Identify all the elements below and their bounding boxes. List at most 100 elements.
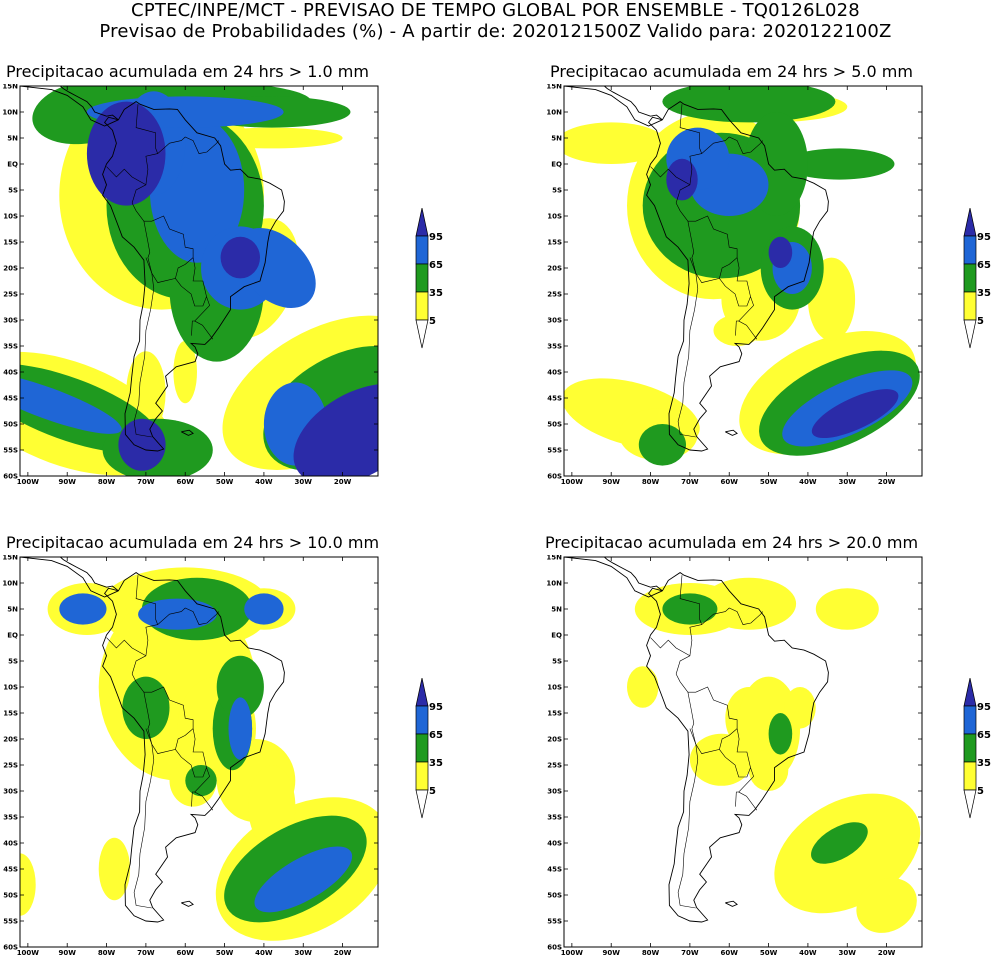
- country-border: [687, 692, 738, 754]
- lat-tick-label: 35S: [547, 343, 562, 351]
- coastline: [564, 557, 663, 598]
- legend-label: 95: [429, 702, 443, 713]
- legend-label: 65: [977, 730, 991, 741]
- lat-tick-label: 40S: [3, 369, 18, 377]
- country-border: [135, 575, 158, 625]
- probability-area: [293, 383, 378, 476]
- lat-tick-label: 5S: [8, 187, 18, 195]
- lat-tick-label: 5S: [552, 658, 562, 666]
- coastline: [20, 557, 119, 598]
- lat-tick-label: 35S: [547, 814, 562, 822]
- lat-tick-label: 15S: [3, 239, 18, 247]
- lat-tick-label: 55S: [547, 918, 562, 926]
- coastline: [646, 572, 829, 923]
- lat-tick-label: EQ: [7, 161, 18, 169]
- probability-area: [811, 822, 868, 864]
- legend-label: 65: [429, 730, 443, 741]
- country-border: [679, 575, 702, 625]
- lon-tick-label: 80W: [642, 478, 660, 484]
- lat-tick-label: 10N: [546, 580, 562, 588]
- country-border: [675, 136, 763, 204]
- map-panel-1: 15N 10N 5N EQ 5S 10S 15S 20S 25S 30S 35S 40S 45S 50S 5…: [2, 84, 379, 484]
- lat-tick-label: 40S: [547, 840, 562, 848]
- lon-tick-label: 40W: [255, 478, 273, 484]
- lat-tick-label: 25S: [3, 291, 18, 299]
- lon-tick-label: 70W: [681, 949, 699, 955]
- legend-label: 5: [977, 316, 984, 327]
- lat-tick-label: 10S: [3, 213, 18, 221]
- lat-tick-label: 45S: [547, 866, 562, 874]
- lon-tick-label: 80W: [98, 949, 116, 955]
- lon-tick-label: 100W: [561, 949, 584, 955]
- lat-tick-label: 55S: [547, 447, 562, 455]
- country-border: [175, 749, 207, 778]
- lon-tick-label: 70W: [681, 478, 699, 484]
- lat-tick-label: 30S: [3, 317, 18, 325]
- probability-area: [564, 122, 667, 164]
- lat-tick-label: 20S: [547, 736, 562, 744]
- map-panel-4: 15N 10N 5N EQ 5S 10S 15S 20S 25S 30S 35S 40S 45S 50S 5…: [546, 555, 923, 955]
- map-frame: [19, 85, 379, 477]
- country-border: [650, 166, 691, 186]
- legend-swatch-5: [415, 761, 429, 791]
- country-border: [143, 692, 194, 754]
- probability-area: [122, 676, 170, 739]
- probability-area: [662, 86, 836, 123]
- legend-label: 95: [977, 702, 991, 713]
- lon-tick-label: 50W: [216, 478, 234, 484]
- country-border: [131, 202, 214, 340]
- lon-tick-label: 30W: [295, 478, 313, 484]
- panel-2-title: Precipitacao acumulada em 24 hrs > 5.0 m…: [550, 62, 913, 81]
- lat-tick-label: 40S: [3, 840, 18, 848]
- legend-swatch-35: [963, 733, 977, 763]
- legend-swatch-below-5: [415, 789, 429, 819]
- lat-tick-label: 40S: [547, 369, 562, 377]
- lat-tick-label: 60S: [547, 944, 562, 952]
- lat-tick-label: 25S: [3, 762, 18, 770]
- lat-tick-label: 50S: [3, 892, 18, 900]
- country-border: [719, 278, 751, 307]
- country-border: [106, 637, 147, 657]
- lon-tick-label: 80W: [98, 478, 116, 484]
- lat-tick-label: 10N: [546, 109, 562, 117]
- lat-tick-label: 20S: [3, 265, 18, 273]
- probability-area: [784, 148, 895, 180]
- country-border: [191, 320, 195, 336]
- lat-tick-label: 5N: [7, 606, 18, 614]
- country-border: [735, 320, 739, 336]
- probability-area: [748, 749, 789, 791]
- country-border: [131, 673, 214, 811]
- lat-tick-label: 15N: [2, 84, 18, 91]
- lat-tick-label: 60S: [547, 473, 562, 481]
- lon-tick-label: 60W: [176, 949, 194, 955]
- legend-panel-3: 95 65 35 5: [415, 678, 443, 819]
- country-border: [131, 136, 219, 204]
- legend-label: 5: [429, 786, 436, 797]
- lat-tick-label: 5S: [8, 658, 18, 666]
- probability-area: [768, 713, 793, 755]
- lat-tick-label: 30S: [547, 788, 562, 796]
- lat-tick-label: 15N: [546, 84, 562, 91]
- country-border: [677, 728, 699, 909]
- country-border: [143, 221, 194, 283]
- probability-area: [20, 372, 122, 434]
- legend-label: 35: [977, 288, 991, 299]
- lat-tick-label: EQ: [7, 632, 18, 640]
- panel-3-title: Precipitacao acumulada em 24 hrs > 10.0 …: [6, 533, 380, 552]
- lon-tick-label: 40W: [255, 949, 273, 955]
- legend-label: 65: [429, 260, 443, 271]
- lat-tick-label: 60S: [3, 944, 18, 952]
- lon-tick-label: 50W: [760, 478, 778, 484]
- legend-swatch-5: [963, 761, 977, 791]
- lat-tick-label: 15S: [547, 710, 562, 718]
- legend-swatch-below-5: [415, 319, 429, 349]
- lat-tick-label: 10S: [547, 213, 562, 221]
- legend-swatch-65: [963, 235, 977, 265]
- legend-swatch-65: [963, 705, 977, 735]
- coastline: [20, 86, 119, 127]
- country-border: [735, 791, 739, 807]
- probability-area: [666, 158, 698, 201]
- probability-area: [254, 846, 353, 913]
- probability-area: [784, 687, 816, 729]
- legend-label: 95: [429, 232, 443, 243]
